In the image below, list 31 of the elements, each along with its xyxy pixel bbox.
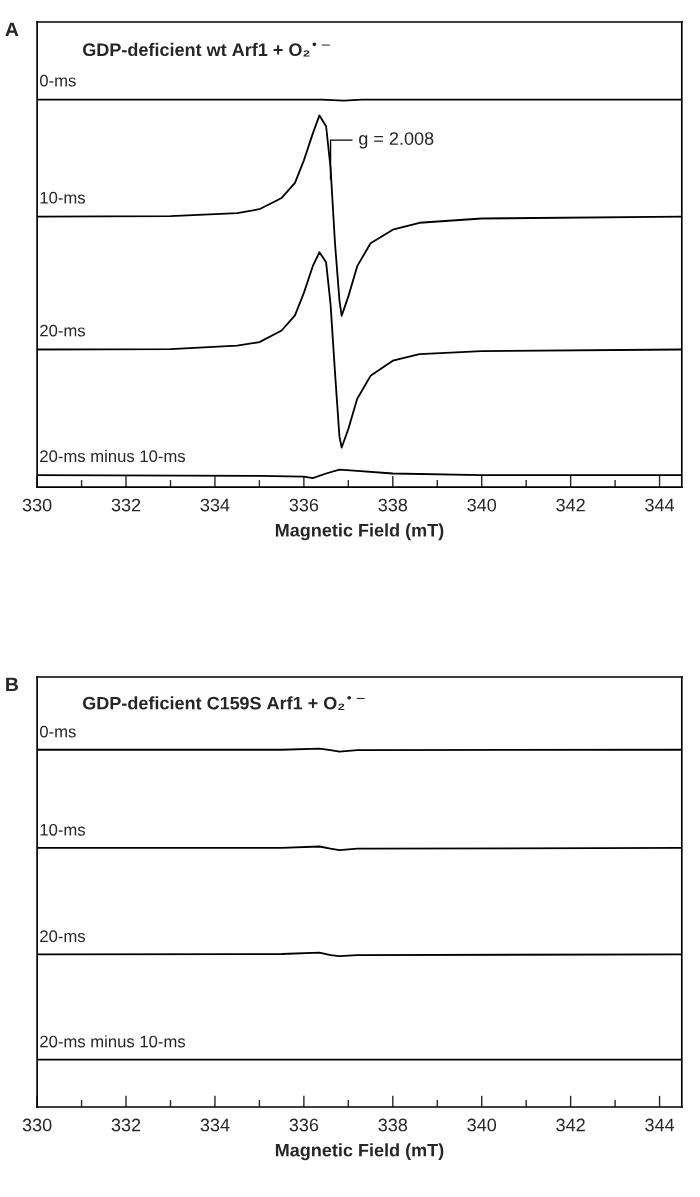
text: B — [6, 677, 19, 692]
x-tick-label: 340 — [467, 498, 497, 512]
x-tick-label: 342 — [556, 498, 585, 512]
x-tick-label: 336 — [289, 498, 319, 512]
series-label: 20-ms — [40, 930, 86, 943]
series-label: 0-ms — [39, 74, 76, 87]
x-tick-label: 338 — [378, 1118, 408, 1132]
x-tick-label: 344 — [645, 498, 675, 512]
x-axis-title: Magnetic Field (mT) — [275, 1143, 444, 1161]
series-label: 0-ms — [39, 725, 76, 738]
x-tick-label: 330 — [22, 1118, 52, 1132]
x-tick-label: 334 — [200, 498, 230, 512]
x-tick-label: 338 — [378, 498, 408, 512]
x-tick-label: 332 — [111, 1118, 141, 1132]
text: A — [5, 22, 19, 37]
series-label: 10-ms — [40, 191, 86, 204]
x-tick-label: 332 — [111, 498, 141, 512]
series-label: 20-ms — [40, 324, 86, 337]
x-axis-title: Magnetic Field (mT) — [275, 523, 444, 541]
chart-title: GDP-deficient C159S Arf1 + O₂$^{•−}$ — [82, 695, 365, 710]
chart-title: GDP-deficient wt Arf1 + O₂$^{•−}$ — [82, 42, 330, 57]
series-label: 20-ms minus 10-ms — [40, 449, 186, 463]
x-tick-label: 334 — [200, 1118, 230, 1132]
x-tick-label: 340 — [467, 1118, 497, 1132]
annotation: g = 2.008 — [359, 132, 434, 149]
x-tick-label: 330 — [22, 498, 52, 512]
series-label: 20-ms minus 10-ms — [40, 1035, 186, 1048]
x-tick-label: 344 — [645, 1118, 675, 1132]
series-label: 10-ms — [40, 823, 86, 836]
x-tick-label: 342 — [556, 1118, 585, 1132]
x-tick-label: 336 — [289, 1118, 319, 1132]
